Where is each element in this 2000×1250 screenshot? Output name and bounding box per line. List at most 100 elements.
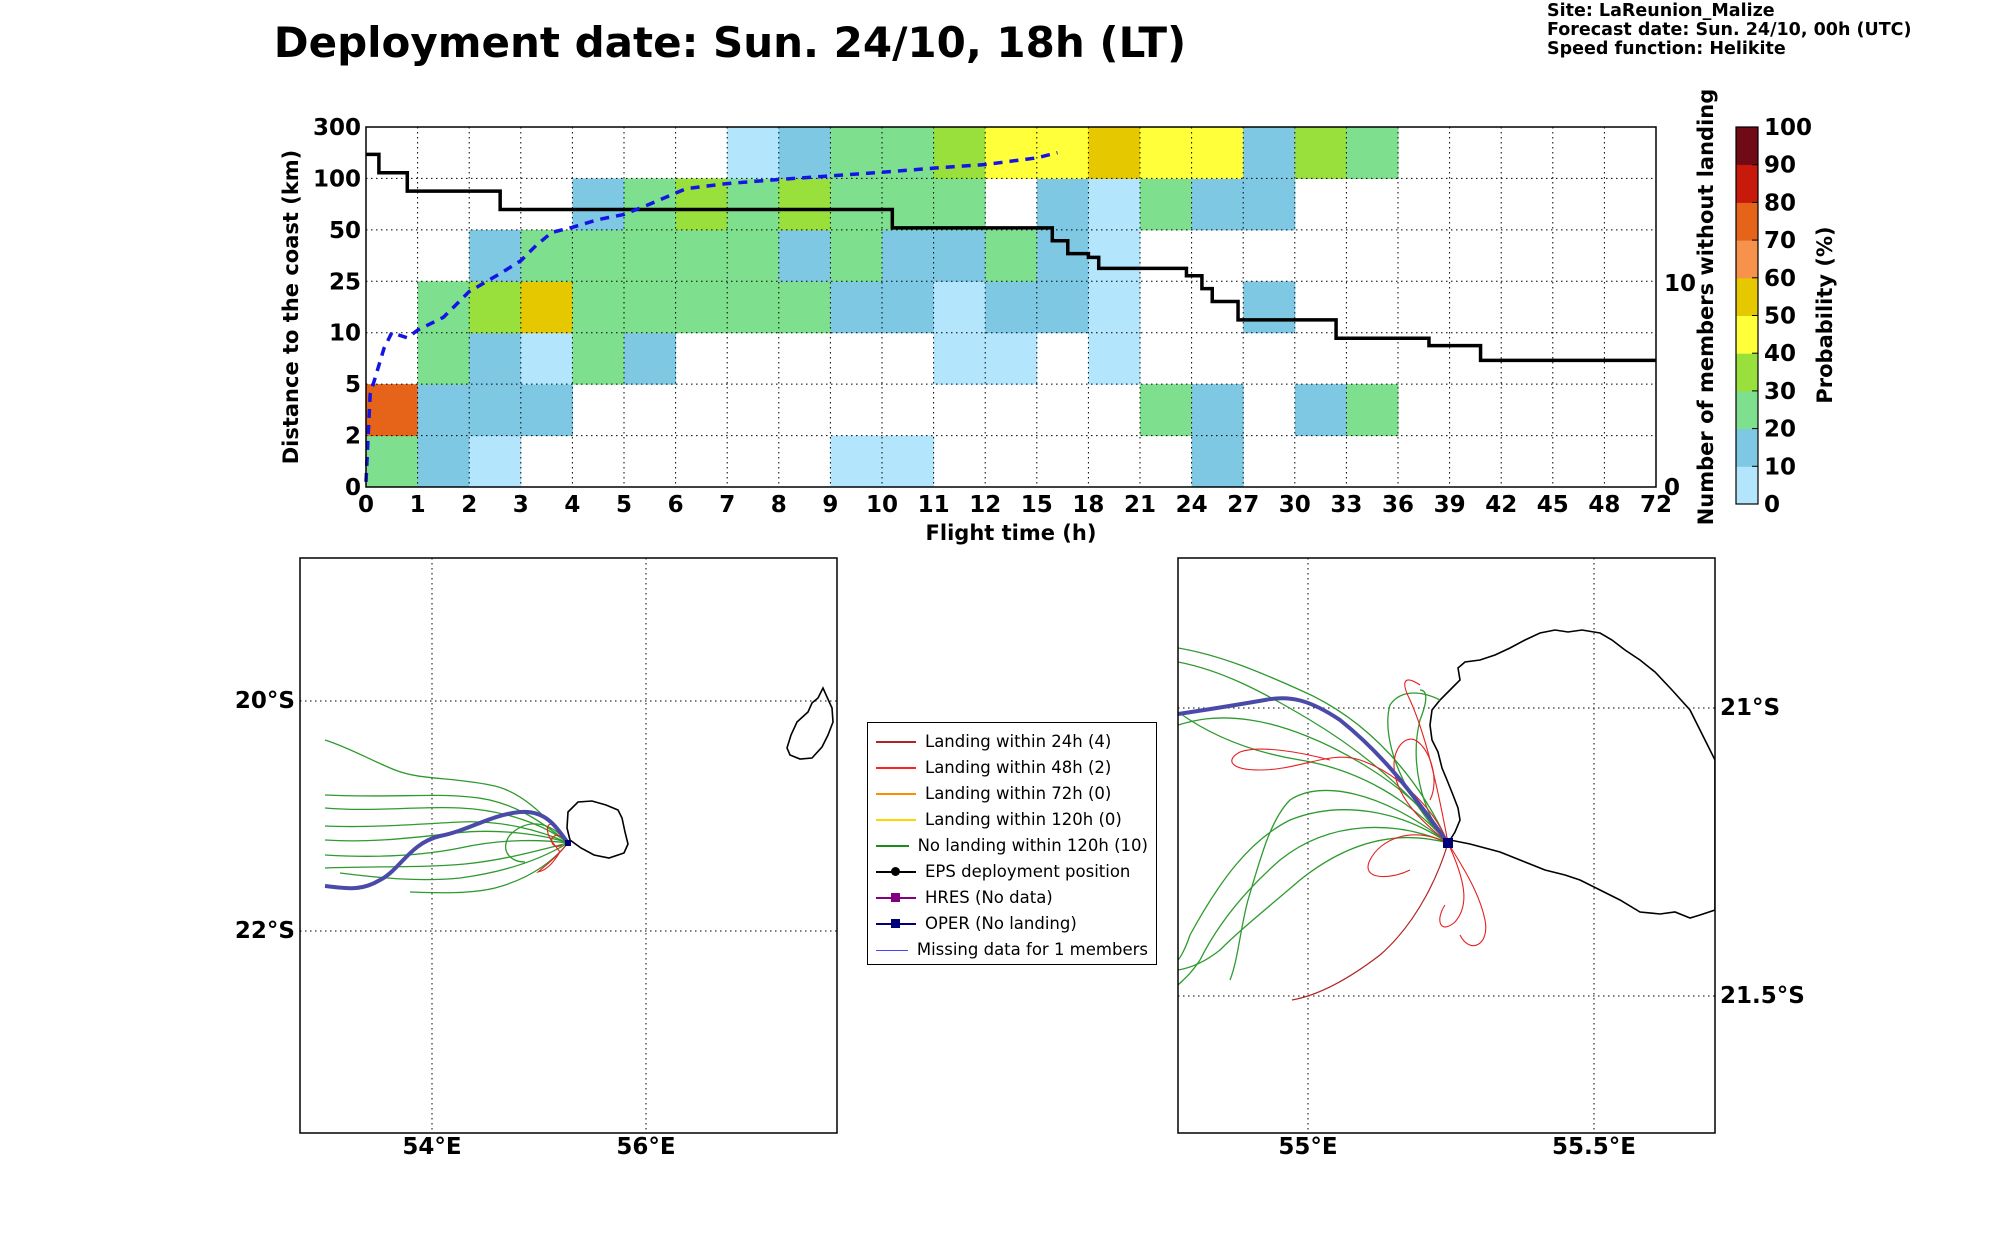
heatmap-cell [1191, 384, 1244, 437]
heatmap-cell [1294, 127, 1347, 179]
x-tick-label: 8 [771, 492, 787, 518]
heatmap-cell [366, 384, 419, 437]
mauritius-coastline [786, 686, 834, 760]
trajectory [324, 806, 569, 844]
legend-swatch [876, 845, 909, 847]
colorbar-segment [1736, 240, 1758, 279]
trajectory [324, 821, 569, 844]
trajectory [324, 839, 569, 857]
heatmap-cell [417, 435, 470, 488]
heatmap-cell [1088, 332, 1141, 385]
y-axis-label: Distance to the coast (km) [279, 150, 303, 465]
heatmap-cell [830, 281, 883, 334]
trajectory [324, 739, 569, 844]
trajectory [1178, 809, 1449, 961]
heatmap-cell [985, 332, 1038, 385]
x-tick-label: 4 [564, 492, 580, 518]
map-left-frame [299, 557, 838, 1134]
colorbar-tick-label: 60 [1764, 266, 1796, 292]
heatmap-cell [1346, 384, 1399, 437]
x-tick-label: 27 [1227, 492, 1259, 518]
colorbar-tick-label: 80 [1764, 190, 1796, 216]
heatmap-cell [727, 281, 780, 334]
heatmap-cell [624, 281, 677, 334]
legend-swatch [876, 949, 908, 951]
x-tick-label: 15 [1021, 492, 1053, 518]
x-axis-label: Flight time (h) [926, 521, 1097, 545]
legend-swatch [876, 767, 916, 769]
x-tick-label: 9 [822, 492, 838, 518]
no-landing-trajectories [324, 739, 569, 894]
trajectory [1178, 837, 1449, 971]
heatmap-frame [365, 126, 1657, 488]
heatmap-cell [985, 229, 1038, 282]
legend-entry: Missing data for 1 members [876, 937, 1148, 963]
y-tick-label: 5 [345, 372, 361, 398]
lon-label: 56°E [616, 1134, 675, 1160]
heatmap-cell [1191, 178, 1244, 231]
y-tick-label: 10 [329, 321, 361, 347]
trajectory [1404, 679, 1449, 844]
heatmap-cell [1243, 281, 1296, 334]
trajectory [339, 842, 569, 881]
heatmap-grid [366, 127, 1656, 487]
y-tick-label: 2 [345, 424, 361, 450]
heatmap-cell [778, 127, 831, 179]
map-overview: 20°S 22°S 54°E 56°E [235, 557, 838, 1160]
heatmap-cell [778, 229, 831, 282]
y2-tick-label: 10 [1664, 271, 1696, 297]
colorbar-segment [1736, 127, 1758, 165]
legend-label: No landing within 120h (10) [917, 836, 1148, 855]
heatmap-cell [469, 281, 522, 334]
heatmap-cell [675, 178, 728, 231]
x-tick-label: 7 [719, 492, 735, 518]
legend-entry: Landing within 48h (2) [876, 755, 1148, 781]
heatmap-cell [469, 384, 522, 437]
heatmap-cell [933, 127, 986, 179]
legend-marker-icon [891, 919, 900, 928]
x-tick-label: 42 [1485, 492, 1517, 518]
trajectory [1178, 826, 1449, 986]
trajectory-legend: Landing within 24h (4) Landing within 48h… [867, 722, 1157, 965]
heatmap-cell [882, 178, 935, 231]
colorbar-segment [1736, 466, 1758, 505]
heatmap-cell [1243, 178, 1296, 231]
heatmap-cell [417, 281, 470, 334]
x-tick-label: 11 [918, 492, 950, 518]
lat-label: 21°S [1720, 695, 1780, 721]
legend-marker-icon [891, 867, 900, 876]
colorbar-tick-label: 90 [1764, 153, 1796, 179]
legend-entry: Landing within 72h (0) [876, 781, 1148, 807]
heatmap-ticks: 0 1 2 3 4 5 6 7 8 9 10 11 12 15 18 21 24 27 30 33 36 39 42 45 48… [313, 115, 1696, 518]
colorbar-segment [1736, 353, 1758, 392]
heatmap-cell [882, 281, 935, 334]
map-zoom: 21°S 21.5°S 55°E 55.5°E [1177, 557, 1805, 1160]
y2-axis-label: Number of members without landing [1694, 89, 1718, 526]
heatmap-cell [469, 229, 522, 282]
heatmap-cell [778, 178, 831, 231]
y-tick-label: 50 [329, 218, 361, 244]
legend-label: Landing within 48h (2) [925, 758, 1112, 777]
heatmap-cell [417, 384, 470, 437]
trajectory [1178, 647, 1449, 844]
colorbar-tick-label: 50 [1764, 304, 1796, 330]
landing-trajectory [1291, 842, 1449, 1001]
legend-label: HRES (No data) [925, 888, 1053, 907]
colorbar-segment [1736, 164, 1758, 203]
trajectory [1387, 692, 1449, 844]
colorbar-tick-label: 10 [1764, 454, 1796, 480]
legend-swatch [876, 867, 916, 876]
heatmap-cell [469, 332, 522, 385]
y-tick-label: 0 [345, 475, 361, 501]
x-tick-label: 24 [1176, 492, 1208, 518]
x-tick-label: 39 [1434, 492, 1466, 518]
trajectory [1229, 789, 1449, 981]
legend-label: OPER (No landing) [925, 914, 1077, 933]
colorbar-tick-label: 30 [1764, 379, 1796, 405]
x-tick-label: 18 [1072, 492, 1104, 518]
x-tick-label: 10 [866, 492, 898, 518]
legend-swatch [876, 819, 916, 821]
page-title: Deployment date: Sun. 24/10, 18h (LT) [273, 18, 1187, 67]
deployment-marker [1443, 838, 1453, 848]
